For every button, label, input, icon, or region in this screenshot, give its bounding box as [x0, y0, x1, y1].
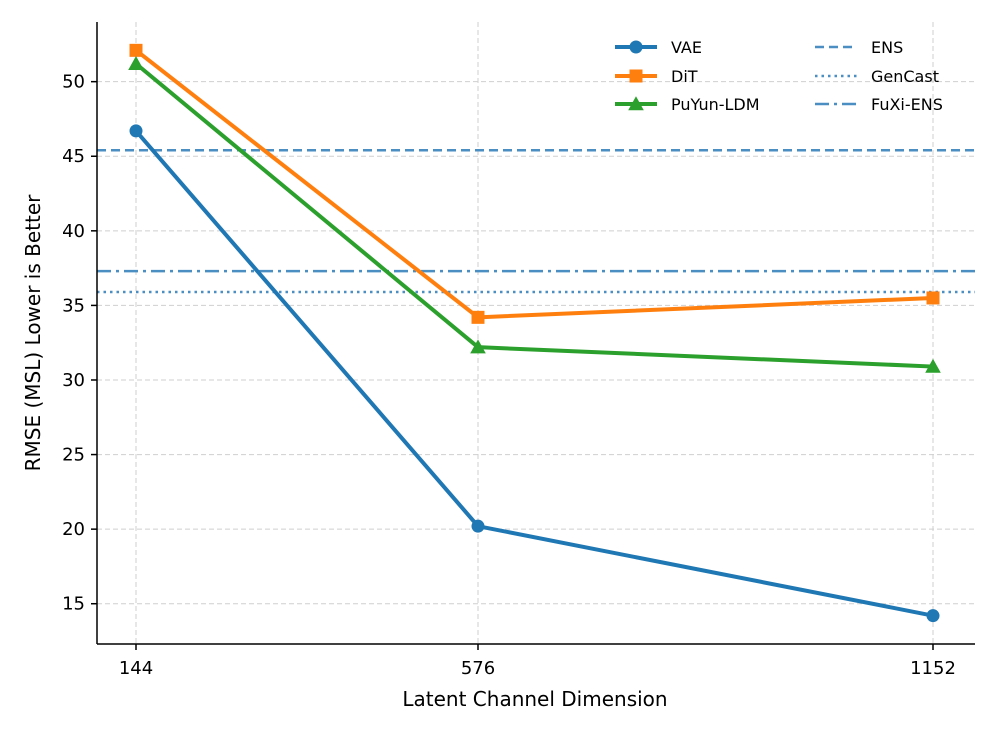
legend-marker-puyun-ldm	[628, 96, 644, 111]
series-line-puyun-ldm	[134, 62, 934, 369]
y-tick-label: 15	[62, 594, 85, 615]
data-point-dit	[926, 291, 940, 305]
axes: 15 20 25 30 35 40 45 50 144 576 1152	[62, 22, 975, 679]
y-axis-label: RMSE (MSL) Lower is Better	[21, 194, 45, 472]
series-line-dit	[134, 48, 934, 320]
series-line-vae	[134, 129, 934, 618]
legend-label-puyun-ldm: PuYun-LDM	[671, 95, 760, 114]
legend-marker-vae	[629, 40, 643, 54]
x-axis-label: Latent Channel Dimension	[402, 687, 667, 711]
data-point-vae	[129, 124, 143, 138]
legend-label-ens: ENS	[871, 38, 903, 57]
data-point-puyun-ldm	[128, 55, 144, 71]
y-tick-label: 30	[62, 370, 85, 391]
series-layer	[128, 43, 941, 623]
data-point-dit	[129, 43, 143, 57]
y-tick-label: 20	[62, 519, 85, 540]
legend: VAE DiT PuYun-LDM ENS GenCast FuXi-ENS	[615, 38, 943, 114]
data-point-vae	[926, 609, 940, 623]
x-tick-label: 576	[461, 658, 495, 679]
data-point-puyun-ldm	[470, 339, 486, 354]
data-point-dit	[471, 310, 485, 324]
legend-label-fuxi-ens: FuXi-ENS	[871, 95, 943, 114]
legend-marker-dit	[629, 69, 643, 83]
legend-label-vae: VAE	[671, 38, 702, 57]
y-tick-label: 45	[62, 146, 85, 167]
data-point-vae	[471, 519, 485, 533]
y-tick-label: 40	[62, 221, 85, 242]
grid-layer	[97, 22, 975, 644]
legend-label-dit: DiT	[671, 67, 698, 86]
y-tick-label: 25	[62, 445, 85, 466]
legend-label-gencast: GenCast	[871, 67, 939, 86]
data-point-puyun-ldm	[925, 358, 941, 373]
reference-lines	[97, 149, 975, 294]
y-tick-label: 50	[62, 72, 85, 93]
y-tick-label: 35	[62, 295, 85, 316]
x-tick-label: 144	[119, 658, 153, 679]
x-tick-label: 1152	[910, 658, 956, 679]
